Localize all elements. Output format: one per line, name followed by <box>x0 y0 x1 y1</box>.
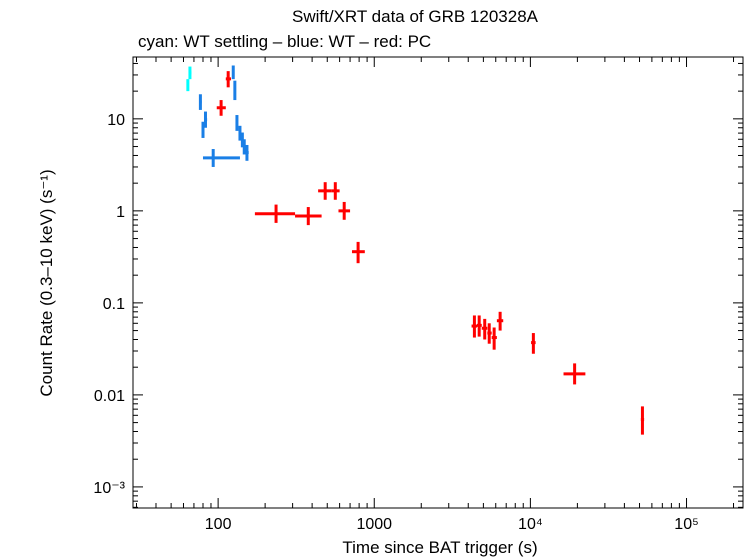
x-tick-label: 1000 <box>356 516 392 533</box>
data-point <box>231 65 235 80</box>
x-tick-label: 10⁵ <box>674 516 698 533</box>
data-point <box>531 333 536 354</box>
data-point <box>338 201 351 220</box>
data-point <box>476 315 482 337</box>
data-point <box>351 241 365 264</box>
chart-title: Swift/XRT data of GRB 120328A <box>292 7 539 26</box>
data-point <box>186 79 190 92</box>
data-point <box>471 315 477 338</box>
data-point <box>481 318 488 340</box>
x-axis-label: Time since BAT trigger (s) <box>342 538 537 557</box>
x-tick-label: 10⁴ <box>518 516 543 533</box>
data-point <box>202 149 240 167</box>
y-tick-label: 0.1 <box>103 296 125 313</box>
data-point <box>487 323 492 344</box>
data-point <box>198 94 202 110</box>
data-point <box>225 71 232 88</box>
data-point <box>491 327 497 350</box>
y-tick-label: 1 <box>116 204 125 221</box>
series-1 <box>198 65 249 167</box>
data-point <box>233 80 237 101</box>
data-point <box>242 139 246 155</box>
data-point <box>188 66 192 80</box>
data-point <box>295 207 322 226</box>
x-tick-label: 100 <box>205 516 232 533</box>
data-point <box>496 311 504 331</box>
data-point <box>238 125 242 141</box>
data-point <box>216 100 226 116</box>
data-point <box>203 111 208 128</box>
data-point <box>201 121 205 138</box>
y-tick-label: 0.01 <box>94 388 125 405</box>
data-point <box>318 182 332 200</box>
data-point <box>245 144 249 161</box>
series-2 <box>216 71 645 435</box>
y-tick-label: 10 <box>107 112 125 129</box>
series-0 <box>186 66 192 92</box>
data-point <box>640 406 645 435</box>
data-point <box>254 204 296 223</box>
data-point <box>563 363 586 385</box>
chart-subtitle: cyan: WT settling – blue: WT – red: PC <box>138 32 431 51</box>
plot-frame <box>132 56 744 509</box>
y-tick-label: 10⁻³ <box>93 480 125 497</box>
y-axis-label: Count Rate (0.3–10 keV) (s⁻¹) <box>37 169 56 396</box>
data-point <box>235 115 239 131</box>
data-point <box>331 182 340 200</box>
